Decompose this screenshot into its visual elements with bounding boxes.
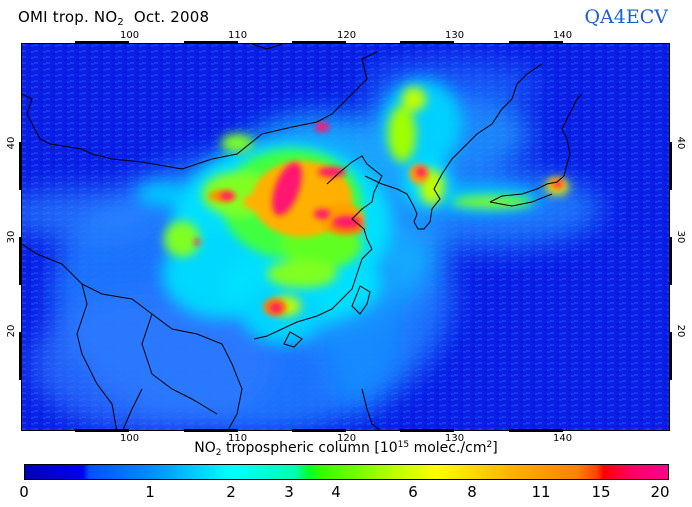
lon-tick-bottom-120: 120	[337, 433, 357, 444]
colorbar-tick-20: 20	[650, 483, 670, 501]
frame-tick-bottom	[184, 429, 238, 432]
frame-tick-top	[400, 41, 454, 44]
frame-tick-top	[292, 41, 346, 44]
colorbar-tick-11: 11	[531, 483, 551, 501]
frame-tick-top	[75, 41, 129, 44]
frame-tick-right	[669, 237, 672, 285]
label-superscript: 2	[486, 440, 493, 450]
lon-tick-top-140: 140	[553, 30, 573, 41]
colorbar	[24, 464, 669, 480]
lat-tick-left-40: 40	[6, 136, 17, 150]
frame-tick-left	[19, 237, 22, 285]
label-part: molec./cm	[409, 440, 487, 456]
lon-tick-top-110: 110	[228, 30, 248, 41]
colorbar-tick-1: 1	[145, 483, 155, 501]
lon-tick-bottom-100: 100	[120, 433, 140, 444]
lon-tick-bottom-110: 110	[228, 433, 248, 444]
frame-tick-right	[669, 332, 672, 380]
frame-tick-top	[184, 41, 238, 44]
lon-tick-bottom-130: 130	[445, 433, 465, 444]
label-part: NO	[194, 440, 216, 456]
title-subscript: 2	[117, 17, 124, 28]
frame-tick-left	[19, 332, 22, 380]
title-text: OMI trop. NO	[18, 8, 118, 26]
label-part: tropospheric column [10	[221, 440, 398, 456]
lat-tick-left-20: 20	[6, 324, 17, 338]
lon-tick-bottom-140: 140	[553, 433, 573, 444]
no2-heatmap	[22, 44, 669, 430]
colorbar-tick-0: 0	[19, 483, 29, 501]
colorbar-tick-6: 6	[408, 483, 418, 501]
lat-tick-right-20: 20	[675, 324, 686, 338]
lon-tick-top-130: 130	[445, 30, 465, 41]
frame-tick-top	[509, 41, 563, 44]
brand-logo: QA4ECV	[584, 6, 668, 28]
colorbar-tick-8: 8	[467, 483, 477, 501]
colorbar-tick-2: 2	[226, 483, 236, 501]
frame-tick-bottom	[509, 429, 563, 432]
colorbar-tick-4: 4	[331, 483, 341, 501]
lon-tick-top-100: 100	[120, 30, 140, 41]
frame-tick-bottom	[292, 429, 346, 432]
lat-tick-right-40: 40	[675, 136, 686, 150]
coastlines	[22, 44, 583, 430]
label-superscript: 15	[397, 440, 410, 450]
lat-tick-right-30: 30	[675, 230, 686, 244]
title-date: Oct. 2008	[133, 8, 210, 26]
colorbar-label: NO2 tropospheric column [1015 molec./cm2…	[0, 440, 692, 458]
frame-tick-right	[669, 142, 672, 190]
frame-tick-bottom	[75, 429, 129, 432]
label-part: ]	[492, 440, 498, 456]
frame-tick-bottom	[400, 429, 454, 432]
colorbar-tick-15: 15	[591, 483, 611, 501]
no2-map	[21, 43, 670, 431]
label-subscript: 2	[215, 448, 222, 458]
map-title: OMI trop. NO2 Oct. 2008	[18, 8, 209, 28]
magenta-hotspots	[194, 122, 562, 313]
frame-tick-left	[19, 142, 22, 190]
colorbar-tick-3: 3	[284, 483, 294, 501]
lon-tick-top-120: 120	[337, 30, 357, 41]
lat-tick-left-30: 30	[6, 230, 17, 244]
